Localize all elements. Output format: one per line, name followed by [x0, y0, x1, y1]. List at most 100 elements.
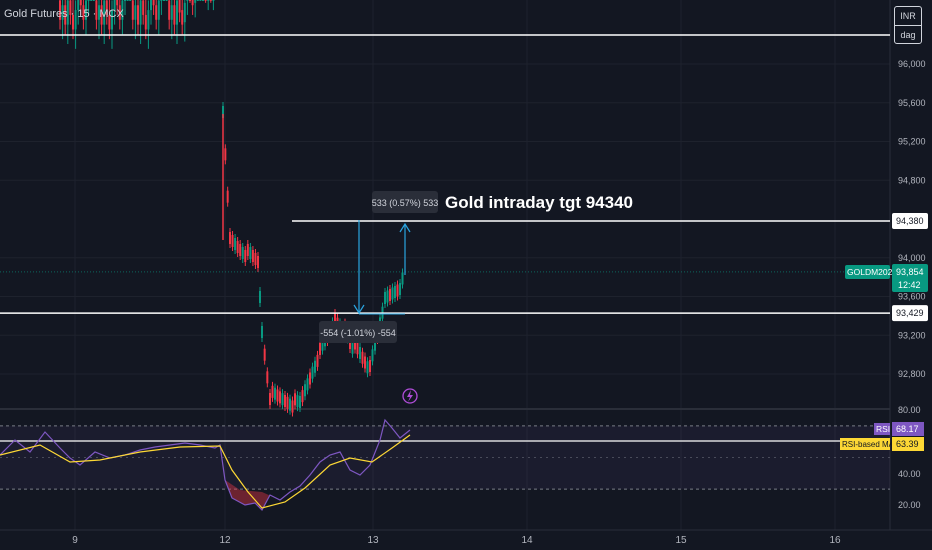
candle-body: [98, 5, 100, 20]
time-tick-label: 16: [829, 535, 841, 546]
symbol-tag: GOLDM2025: [847, 267, 897, 277]
candle-body: [155, 5, 158, 20]
candle-body: [226, 190, 229, 203]
candle-body: [236, 241, 239, 253]
candle-body: [66, 0, 69, 25]
candle-body: [231, 235, 234, 247]
candle-body: [249, 247, 252, 259]
candle-body: [168, 0, 171, 20]
rsi-line: [0, 418, 411, 511]
candle-body: [261, 326, 263, 338]
price-tick-label: 93,600: [898, 292, 926, 302]
candle-body: [291, 400, 294, 413]
measure-arrow-up: [399, 222, 411, 233]
candle-body: [79, 0, 82, 6]
price-tick-label: 93,200: [898, 330, 926, 340]
candle-body: [202, 0, 204, 1]
time-tick-label: 9: [72, 535, 78, 546]
candle-body: [103, 0, 106, 25]
countdown-label: 12:42: [898, 280, 921, 290]
price-tick-label: 94,800: [898, 175, 926, 185]
candle-body: [204, 0, 207, 1]
rsi-ma-value-tag-bg: [892, 437, 924, 451]
candle-body: [116, 0, 119, 6]
annotation-title: Gold intraday tgt 94340: [445, 193, 633, 212]
candle-body: [87, 0, 90, 1]
candle-body: [389, 289, 391, 301]
candle-body: [229, 232, 231, 244]
price-tick-label: 96,000: [898, 59, 926, 69]
candle-body: [157, 0, 160, 20]
candle-body: [82, 5, 85, 20]
candle-body: [286, 396, 289, 409]
currency-divider: [895, 25, 921, 26]
candle-body: [366, 361, 369, 374]
candle-body: [64, 5, 67, 25]
candle-body: [72, 14, 74, 30]
candle-body: [69, 0, 72, 15]
candle-body: [105, 0, 108, 15]
lightning-icon: [402, 388, 418, 404]
candle-body: [239, 244, 242, 256]
candle-body: [139, 0, 142, 25]
candle-body: [234, 238, 237, 250]
currency-label: INR: [900, 11, 916, 21]
rsi-tick-label: 80.00: [898, 405, 921, 415]
candle-body: [284, 395, 286, 407]
rsi-ma-value-tag: 63.39: [896, 439, 919, 449]
candle-body: [173, 5, 176, 25]
price-tick-label: 92,800: [898, 369, 926, 379]
candle-body: [186, 0, 189, 1]
candle-body: [92, 0, 95, 1]
lightning-icon-bolt: [407, 390, 413, 402]
candle-body: [356, 342, 359, 355]
candle-body: [121, 0, 124, 20]
candle-body: [108, 14, 111, 30]
candle-body: [246, 244, 249, 256]
candle-body: [311, 366, 314, 379]
candle-body: [176, 0, 178, 25]
candle-body: [196, 0, 199, 1]
candle-body: [170, 5, 173, 20]
candle-body: [374, 338, 376, 351]
candle-body: [100, 5, 103, 25]
candle-body: [118, 5, 121, 20]
price-tag-support-bg: [892, 305, 928, 322]
candle-body: [316, 354, 319, 367]
candle-body: [289, 398, 291, 411]
candle-body: [251, 250, 254, 262]
candle-body: [266, 371, 269, 384]
candle-body: [241, 247, 244, 259]
candle-body: [401, 272, 404, 285]
rsi-oversold-fill: [225, 480, 280, 510]
measure-box-up: [372, 191, 438, 213]
candle-body: [309, 372, 311, 385]
candle-body: [304, 384, 306, 397]
candle-body: [137, 5, 139, 25]
price-tag-target-bg: [892, 212, 928, 229]
time-tick-label: 15: [675, 535, 687, 546]
candle-body: [263, 348, 266, 361]
candle-body: [314, 360, 316, 373]
candle-body: [144, 14, 147, 30]
candle-body: [321, 338, 324, 351]
candle-body: [61, 5, 64, 20]
currency-button[interactable]: INR dag: [894, 6, 922, 44]
candle-body: [212, 0, 215, 1]
candle-body: [359, 347, 361, 359]
time-tick-label: 13: [367, 535, 379, 546]
candle-body: [399, 283, 401, 295]
rsi-value-tag: 68.17: [896, 424, 919, 434]
candle-body: [371, 349, 374, 362]
rsi-ma-name-tag: RSI-based MA: [842, 440, 895, 449]
candle-body: [281, 393, 284, 406]
candle-body: [222, 106, 224, 118]
candle-body: [129, 0, 132, 1]
candle-body: [244, 250, 247, 262]
candle-body: [142, 0, 145, 15]
candle-body: [165, 0, 168, 1]
candle-body: [391, 287, 394, 300]
price-tick-label: 95,200: [898, 137, 926, 147]
candle-body: [254, 253, 257, 265]
